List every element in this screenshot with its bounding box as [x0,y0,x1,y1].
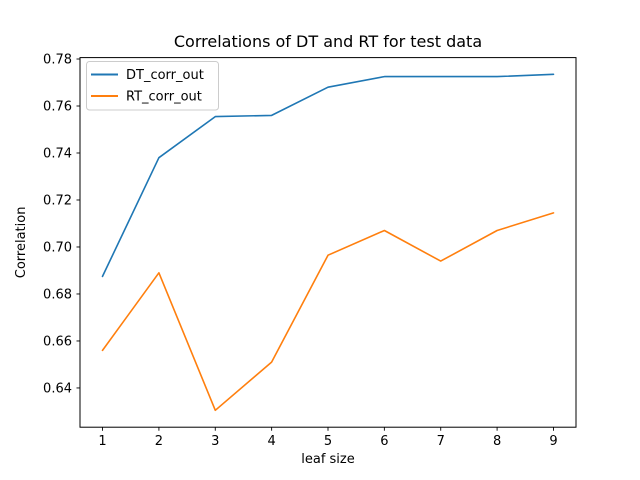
chart-generated-layer: 1 2 3 4 5 6 7 8 9 0.64 0.66 0.68 0.70 0.72 0.74 0.76 0.7… [43,53,577,449]
y-tick-label: 0.66 [43,334,72,349]
x-tick-label: 9 [549,434,557,449]
y-tick-label: 0.76 [43,100,72,115]
x-tick-label: 2 [155,434,163,449]
y-tick-label: 0.64 [43,381,72,396]
series-line-DT_corr_out [101,73,555,278]
legend-label: DT_corr_out [126,68,204,83]
chart-title: Correlations of DT and RT for test data [174,32,482,51]
x-tick-label: 5 [324,434,332,449]
x-tick-label: 6 [380,434,388,449]
y-tick-label: 0.68 [43,287,72,302]
series-line-RT_corr_out [101,212,555,412]
x-tick-label: 1 [98,434,106,449]
y-axis-label: Correlation [14,207,29,279]
x-tick-label: 7 [437,434,445,449]
y-tick-label: 0.78 [43,53,72,68]
y-tick-label: 0.72 [43,193,72,208]
x-tick-label: 3 [211,434,219,449]
legend: DT_corr_out RT_corr_out [86,61,219,111]
plot-frame [79,57,577,428]
x-tick-label: 4 [267,434,275,449]
x-tick-label: 8 [493,434,501,449]
x-axis-label: leaf size [301,452,355,467]
legend-label: RT_corr_out [126,90,202,105]
y-tick-label: 0.70 [43,240,72,255]
y-tick-label: 0.74 [43,146,72,161]
legend-box [86,61,219,111]
